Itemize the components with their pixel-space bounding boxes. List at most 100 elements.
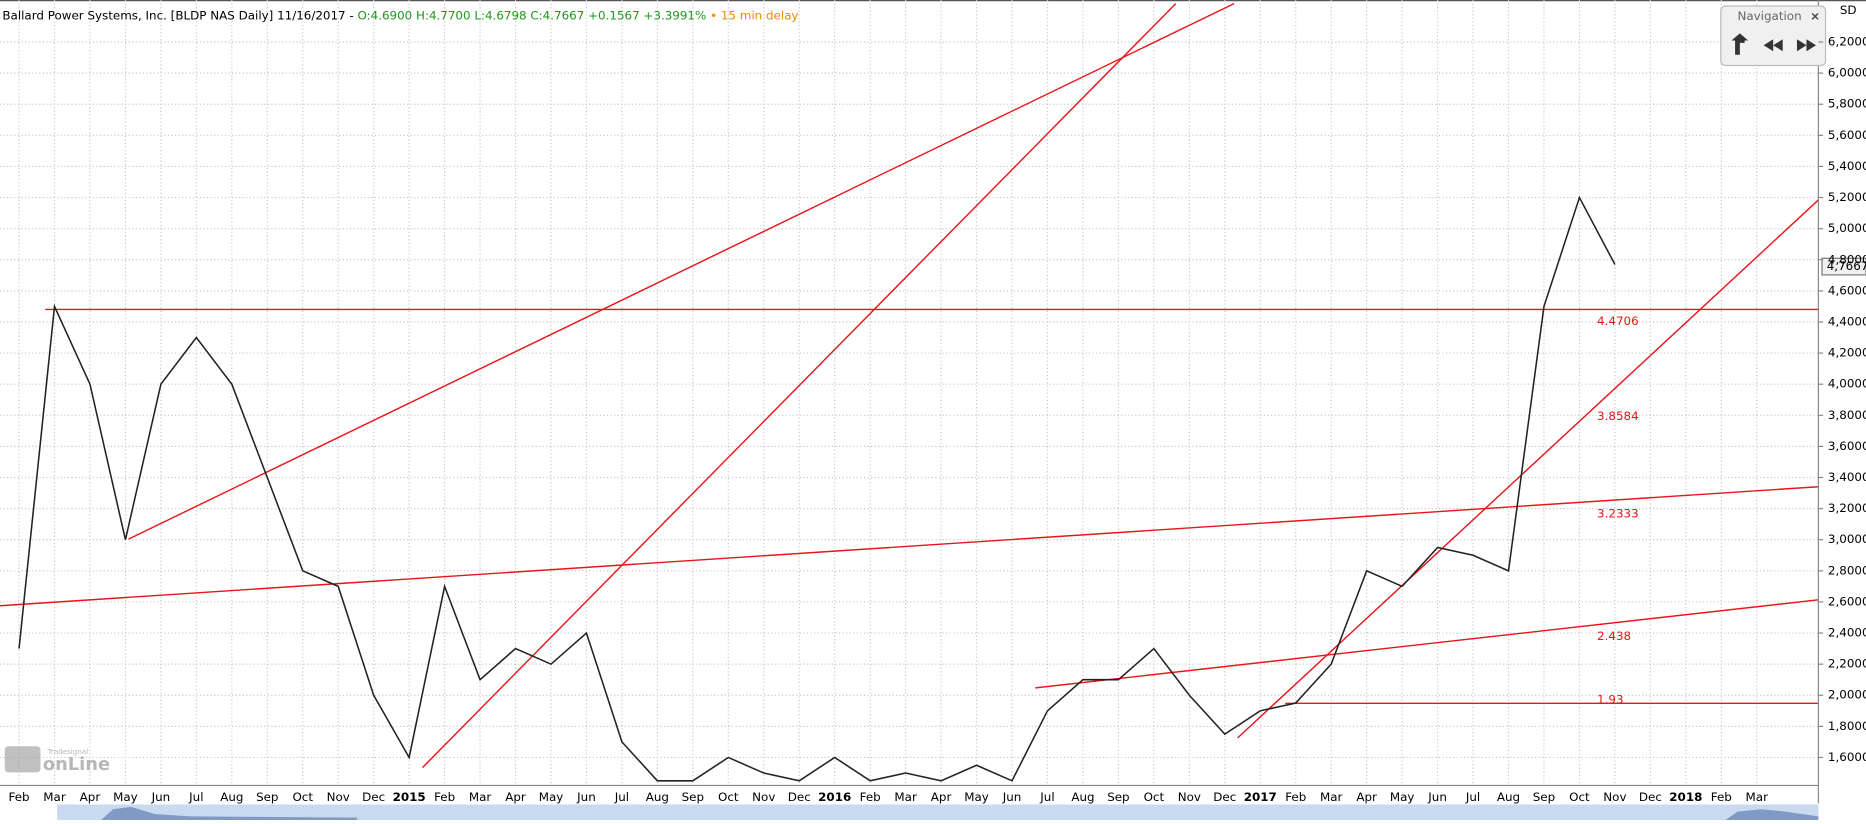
y-tick-label: 1,6000 <box>1828 750 1866 764</box>
watermark-text: Tradesignal <box>47 747 89 756</box>
y-tick-label: 2,8000 <box>1828 563 1866 577</box>
x-tick-label: Apr <box>1356 790 1377 804</box>
x-tick-label: Oct <box>292 790 313 804</box>
annotation: 3.2333 <box>1597 507 1639 521</box>
nav-box <box>1720 5 1827 67</box>
x-tick-label: Nov <box>752 790 775 804</box>
y-tick-label: 5,0000 <box>1828 221 1866 235</box>
x-tick-label: Feb <box>9 790 30 804</box>
watermark-icon <box>4 746 41 773</box>
y-tick-label: 2,2000 <box>1828 657 1866 671</box>
x-tick-label: Jul <box>614 790 629 804</box>
x-tick-label: Jul <box>1039 790 1054 804</box>
last-price: 4,7667 <box>1827 259 1866 273</box>
x-tick-label: Dec <box>788 790 811 804</box>
x-tick-label: 2017 <box>1244 790 1277 804</box>
x-tick-label: Aug <box>1071 790 1094 804</box>
nav-close[interactable]: × <box>1810 9 1820 23</box>
x-tick-label: Apr <box>931 790 952 804</box>
x-tick-label: 2015 <box>393 790 426 804</box>
y-tick-label: 2,0000 <box>1828 688 1866 702</box>
y-tick-label: 5,4000 <box>1828 159 1866 173</box>
x-tick-label: Feb <box>1285 790 1306 804</box>
annotation: 4.4706 <box>1597 314 1639 328</box>
x-tick-label: Jun <box>1427 790 1447 804</box>
x-tick-label: Jun <box>151 790 171 804</box>
annotation: 2.438 <box>1597 629 1631 643</box>
y-tick-label: 6,0000 <box>1828 66 1866 80</box>
x-tick-label: May <box>113 790 138 804</box>
title: Ballard Power Systems, Inc. [BLDP NAS Da… <box>2 8 353 22</box>
header: Ballard Power Systems, Inc. [BLDP NAS Da… <box>2 8 798 22</box>
x-tick-label: Feb <box>1711 790 1732 804</box>
x-tick-label: Oct <box>1569 790 1590 804</box>
trend-lines <box>0 2 1819 769</box>
trend-line <box>1237 199 1819 739</box>
x-tick-label: Mar <box>469 790 492 804</box>
y-tick-label: 3,6000 <box>1828 439 1866 453</box>
y-tick-label: 3,2000 <box>1828 501 1866 515</box>
y-tick-label: 4,4000 <box>1828 314 1866 328</box>
x-tick-label: May <box>964 790 989 804</box>
x-tick-label: Feb <box>434 790 455 804</box>
y-tick-label: 1,8000 <box>1828 719 1866 733</box>
x-tick-label: Dec <box>1213 790 1236 804</box>
change: C:4.7667 +0.1567 +3.3991% <box>530 8 706 22</box>
x-tick-label: Sep <box>1107 790 1129 804</box>
nav-forward[interactable] <box>1796 39 1817 52</box>
y-tick-label: 5,8000 <box>1828 97 1866 111</box>
trend-line <box>421 3 1177 769</box>
y-tick-label: 5,2000 <box>1828 190 1866 204</box>
y-tick-label: 5,6000 <box>1828 128 1866 142</box>
grid <box>0 0 1819 786</box>
x-tick-label: Mar <box>43 790 66 804</box>
x-tick-label: Jul <box>1465 790 1480 804</box>
overview-bar[interactable] <box>57 804 1819 820</box>
x-tick-label: Feb <box>860 790 881 804</box>
plot <box>18 195 1616 782</box>
y-tick-label: 2,4000 <box>1828 626 1866 640</box>
trend-line <box>128 2 1235 540</box>
annotations: 4.4706 3.8584 3.2333 2.438 1.93 <box>1597 314 1639 706</box>
x-tick-label: Apr <box>505 790 526 804</box>
y-tick-label: 3,0000 <box>1828 532 1866 546</box>
x-tick-label: 2016 <box>818 790 851 804</box>
x-tick-label: May <box>1390 790 1415 804</box>
x-tick-label: May <box>539 790 564 804</box>
x-tick-label: Mar <box>894 790 917 804</box>
x-tick-label: Nov <box>1178 790 1201 804</box>
x-tick-label: Nov <box>1603 790 1626 804</box>
delay: • 15 min delay <box>710 8 798 22</box>
x-tick-label: Dec <box>1639 790 1662 804</box>
nav-home[interactable] <box>1731 33 1749 55</box>
ohlc: O:4.6900 H:4.7700 L:4.6798 <box>357 8 526 22</box>
x-tick-label: Sep <box>256 790 278 804</box>
x-tick-label: Sep <box>682 790 704 804</box>
annotation: 3.8584 <box>1597 409 1639 423</box>
y-tick-label: 4,8000 <box>1828 252 1866 266</box>
y-tick-label: 3,8000 <box>1828 408 1866 422</box>
x-tick-label: Apr <box>80 790 101 804</box>
y-tick-label: 3,4000 <box>1828 470 1866 484</box>
last-price-box <box>1821 257 1866 276</box>
y-tick-label: 4,2000 <box>1828 346 1866 360</box>
watermark: Tradesignal onLine <box>4 746 110 775</box>
x-tick-label: Jul <box>188 790 203 804</box>
x-tick-label: Mar <box>1320 790 1343 804</box>
navigation-panel: Navigation × <box>1720 5 1827 67</box>
trend-line <box>1035 599 1819 689</box>
x-tick-label: Oct <box>718 790 739 804</box>
x-tick-label: Aug <box>1497 790 1520 804</box>
x-tick-label: Oct <box>1144 790 1165 804</box>
x-tick-label: Aug <box>646 790 669 804</box>
y-tick-label: 4,6000 <box>1828 283 1866 297</box>
x-tick-label: Sep <box>1533 790 1555 804</box>
watermark-text: onLine <box>43 754 110 775</box>
axis-unit: SD <box>1840 3 1857 17</box>
nav-back[interactable] <box>1763 39 1783 52</box>
x-tick-label: Mar <box>1746 790 1769 804</box>
overview-shape <box>101 806 1819 820</box>
